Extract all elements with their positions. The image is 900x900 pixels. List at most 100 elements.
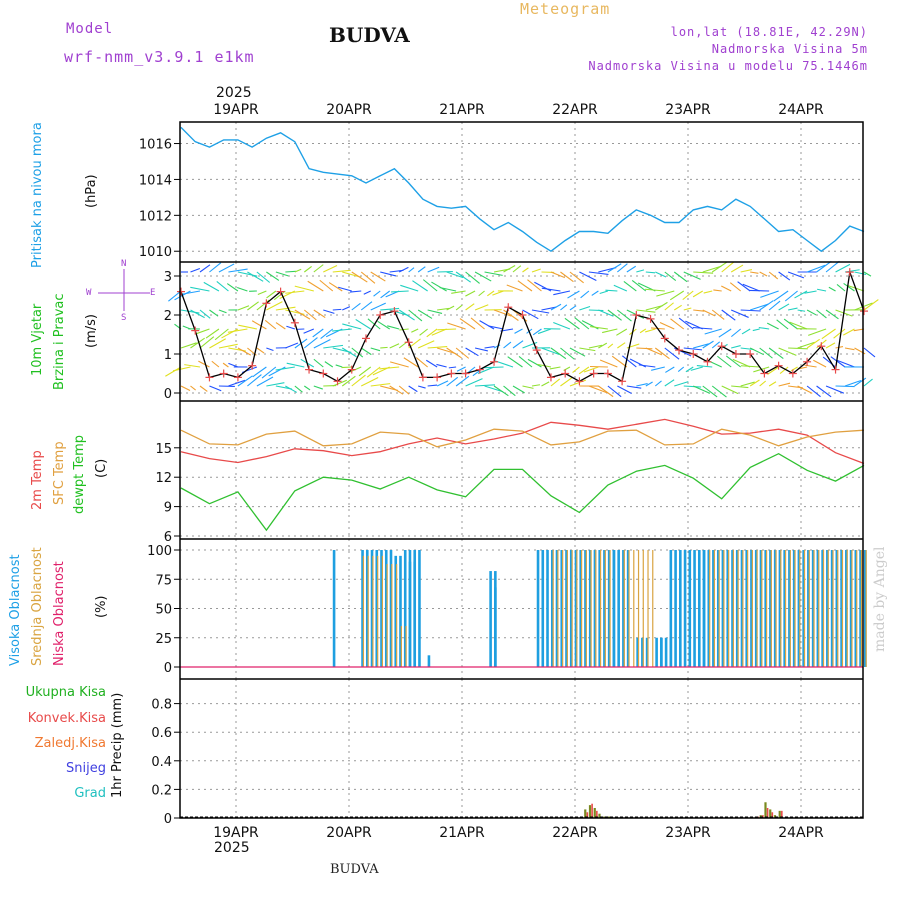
x-tick-label-top: 20APR [326, 102, 372, 118]
precip-total-bar [764, 802, 767, 818]
wind-arrow [645, 381, 653, 387]
wind-arrow [341, 347, 357, 358]
wind-arrow [749, 379, 760, 387]
cloud-mid-bar [803, 550, 806, 667]
wind-arrow [598, 309, 614, 317]
wind-arrow [216, 281, 229, 292]
wind-arrow [370, 302, 386, 311]
wind-arrow [531, 384, 541, 387]
y-tick-label: 0 [164, 661, 172, 676]
wind-arrow [863, 299, 879, 311]
x-tick-label-top: 21APR [439, 102, 485, 118]
cloud-high-bar [807, 550, 810, 667]
wind-arrow [702, 265, 722, 273]
wind-arrow [474, 347, 488, 352]
wind-arrow [690, 366, 703, 371]
temp-dewpt-line [180, 452, 865, 532]
wind-arrow [328, 282, 343, 292]
wind-arrow [455, 271, 472, 283]
wind-arrow [218, 343, 238, 349]
cloud-high-bar [555, 550, 559, 667]
cloud-mid-bar [851, 550, 853, 667]
wind-arrow [380, 307, 400, 311]
wind-arrow [749, 303, 769, 311]
y-tick-label: 1016 [139, 138, 172, 153]
wind-arrow [636, 382, 648, 387]
cloud-high-bar [797, 550, 801, 667]
wind-arrow [455, 375, 470, 387]
wind-axis-title-1: 10m Vjetar [30, 303, 45, 376]
y-tick-label: 75 [155, 573, 172, 588]
wind-arrow [703, 290, 713, 294]
wind-arrow [360, 301, 373, 311]
wind-arrow [742, 283, 760, 292]
wind-arrow [589, 365, 608, 368]
wind-arrow [400, 284, 419, 292]
wind-arrow [806, 385, 821, 398]
cloud-mid-bar [372, 555, 374, 667]
wind-arrow [335, 364, 343, 368]
cloud-mid-bar [585, 550, 587, 667]
wind-arrow [713, 289, 722, 292]
wind-arrow [825, 342, 836, 349]
y-tick-label: 2 [164, 309, 172, 324]
cloud-high-bar [546, 550, 549, 667]
wind-arrow [654, 380, 662, 387]
cloud-mid-bar [633, 550, 635, 667]
wind-arrow [332, 379, 347, 387]
wind-arrow [266, 271, 280, 281]
cloud-high-bar [418, 550, 421, 667]
wind-arrow [455, 304, 463, 311]
wind-arrow [484, 271, 503, 276]
wind-arrow [664, 347, 680, 360]
wind-arrow [398, 266, 409, 273]
y-tick-label: 1014 [139, 173, 172, 188]
wind-arrow [579, 305, 591, 311]
wind-arrow [199, 336, 215, 349]
pressure-axis-unit: (hPa) [84, 174, 99, 208]
cloud-mid-bar [832, 550, 834, 667]
wind-arrow [264, 319, 277, 330]
cloud-mid-bar [799, 550, 801, 667]
wind-arrow [360, 377, 379, 387]
y-tick-label: 1012 [139, 209, 172, 224]
wind-arrow [669, 290, 685, 301]
wind-arrow [221, 328, 239, 339]
wind-arrow [588, 271, 609, 275]
cloud-mid-bar [860, 550, 863, 667]
wind-arrow [507, 356, 523, 368]
wind-arrow [168, 290, 182, 302]
wind-arrow [522, 385, 534, 389]
wind-arrow [550, 303, 562, 311]
x-tick-label-bottom: 23APR [665, 825, 711, 841]
cloud-high-bar [683, 550, 687, 667]
wind-arrow [360, 347, 372, 356]
wind-arrow [794, 290, 808, 299]
wind-arrow [320, 328, 334, 339]
cloud-mid-bar [652, 550, 654, 667]
cloud-high-bar [811, 550, 815, 667]
wind-arrow [599, 290, 609, 295]
cloud-mid-bar [595, 550, 597, 667]
wind-arrow [492, 290, 504, 296]
wind-arrow [517, 280, 533, 292]
cloud-high-bar [427, 655, 431, 667]
x-tick-label-top: 19APR [213, 102, 259, 118]
wind-arrow [303, 309, 317, 321]
wind-arrow [750, 271, 759, 274]
cloud-high-bar [750, 550, 753, 667]
wind-arrow [323, 265, 338, 273]
wind-arrow [303, 328, 315, 334]
wind-arrow [398, 385, 410, 395]
cloud-high-bar [645, 637, 649, 667]
wind-arrow [427, 384, 438, 387]
wind-arrow [180, 309, 200, 314]
wind-arrow [773, 290, 789, 302]
precip-convective-bar [781, 810, 783, 818]
wind-arrow [484, 345, 495, 349]
wind-arrow [389, 385, 404, 395]
wind-arrow [256, 299, 270, 311]
cloud-mid-bar [865, 550, 867, 667]
wind-arrow [487, 290, 495, 297]
wind-arrow [553, 290, 571, 296]
